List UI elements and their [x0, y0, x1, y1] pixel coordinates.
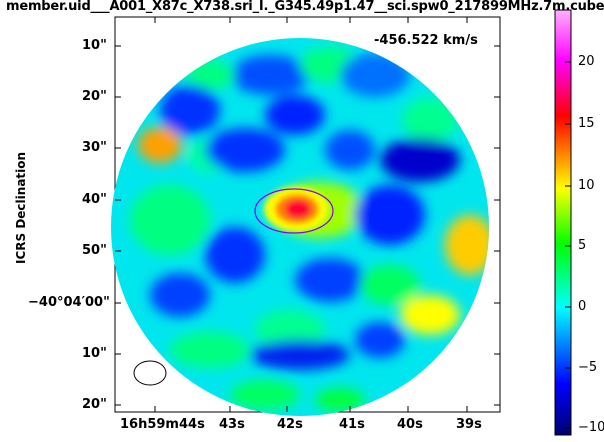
colorbar-tick-label: 10	[578, 178, 595, 193]
x-tick-label: 40s	[397, 417, 423, 432]
x-tick-label: 39s	[456, 417, 482, 432]
colorbar-tick-label: −5	[578, 360, 598, 375]
colorbar-tick-label: 15	[578, 116, 595, 131]
y-tick-label: 10"	[82, 346, 107, 361]
y-tick-marks	[115, 45, 500, 406]
image-title: member.uid___A001_X87c_X738.sri_I._G345.…	[6, 0, 604, 14]
source-ellipse	[254, 188, 334, 234]
y-tick-label: 20"	[82, 89, 107, 104]
x-tick-label: 16h59m44s	[120, 417, 205, 432]
y-tick-label: 10"	[82, 38, 107, 53]
x-tick-marks	[154, 17, 468, 412]
x-tick-label: 42s	[277, 417, 303, 432]
colorbar-tick-label: 0	[578, 299, 587, 314]
colorbar-tick-label: 20	[578, 54, 595, 69]
y-tick-label: −40°04′00"	[28, 295, 110, 310]
beam-ellipse	[133, 360, 167, 386]
y-tick-label: 30"	[82, 140, 107, 155]
y-tick-label: 50"	[82, 243, 107, 258]
colorbar-ticks	[565, 61, 571, 429]
emission-peak	[285, 200, 311, 218]
x-tick-label: 43s	[219, 417, 245, 432]
intensity-map	[111, 38, 489, 416]
x-tick-label: 41s	[339, 417, 365, 432]
y-tick-label: 20"	[82, 397, 107, 412]
colorbar-tick-label: −10	[578, 420, 604, 435]
y-tick-label: 40"	[82, 192, 107, 207]
colorbar-tick-label: 5	[578, 238, 587, 253]
velocity-label: -456.522 km/s	[374, 33, 478, 48]
colorbar	[554, 9, 572, 436]
